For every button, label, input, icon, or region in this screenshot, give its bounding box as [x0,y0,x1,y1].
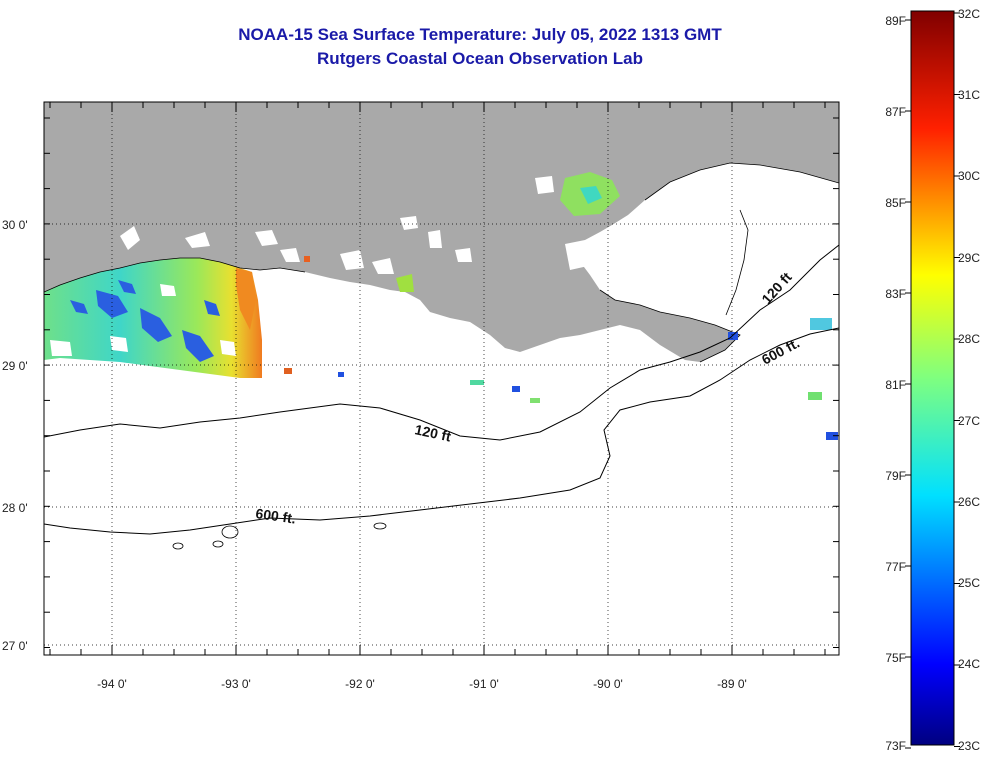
colorbar-c-label: 26C [958,495,980,509]
colorbar-ticks [905,12,960,749]
colorbar-f-label: 75F [885,651,906,665]
colorbar-f-label: 87F [885,105,906,119]
sst-gaps [50,284,236,356]
colorbar [910,10,955,746]
sst-warm-strip [236,268,256,330]
colorbar-f-label: 89F [885,14,906,28]
graticule [44,102,839,655]
colorbar-f-label: 81F [885,378,906,392]
sst-cool-patches [70,280,220,362]
contour-120ft-label-east: 120 ft [758,269,795,307]
colorbar-celsius-labels: 32C 31C 30C 29C 28C 27C 26C 25C 24C 23C [958,7,980,753]
lon-label: -90 0' [593,677,623,691]
colorbar-f-label: 77F [885,560,906,574]
contour-600ft-line [44,327,839,535]
lon-label: -91 0' [469,677,499,691]
lat-label: 27 0' [2,639,28,653]
colorbar-f-label: 85F [885,196,906,210]
contour-600ft-label: 600 ft. [255,505,297,526]
colorbar-c-label: 25C [958,576,980,590]
colorbar-fahrenheit-labels: 89F 87F 85F 83F 81F 79F 77F 75F 73F [885,14,906,753]
lon-label: -89 0' [717,677,747,691]
map-area [44,102,839,550]
colorbar-c-label: 31C [958,88,980,102]
axis-ticks [44,102,839,655]
land-mass [44,102,839,362]
contour-120ft-label: 120 ft [413,421,452,444]
lon-axis-labels: -94 0' -93 0' -92 0' -91 0' -90 0' -89 0… [97,677,747,691]
lat-axis-labels: 30 0' 29 0' 28 0' 27 0' [2,218,28,653]
colorbar-f-label: 83F [885,287,906,301]
map-subtitle: Rutgers Coastal Ocean Observation Lab [317,49,643,68]
contour-islands [172,522,387,550]
colorbar-c-label: 24C [958,657,980,671]
colorbar-c-label: 27C [958,414,980,428]
colorbar-c-label: 30C [958,169,980,183]
coastline-detail [44,162,839,363]
colorbar-c-label: 23C [958,739,980,753]
colorbar-c-label: 28C [958,332,980,346]
offshore-sst-pixels [284,318,838,440]
colorbar-f-label: 79F [885,469,906,483]
colorbar-f-label: 73F [885,739,906,753]
contour-120ft-line [44,244,839,441]
colorbar-c-label: 29C [958,251,980,265]
lon-label: -94 0' [97,677,127,691]
map-frame [43,101,840,656]
lon-label: -92 0' [345,677,375,691]
lat-label: 28 0' [2,501,28,515]
contour-600ft-label-east: 600 ft. [759,335,802,368]
lat-label: 29 0' [2,359,28,373]
lon-label: -93 0' [221,677,251,691]
lat-label: 30 0' [2,218,28,232]
map-title: NOAA-15 Sea Surface Temperature: July 05… [238,25,722,44]
inland-sst-patches [120,172,620,292]
colorbar-c-label: 32C [958,7,980,21]
